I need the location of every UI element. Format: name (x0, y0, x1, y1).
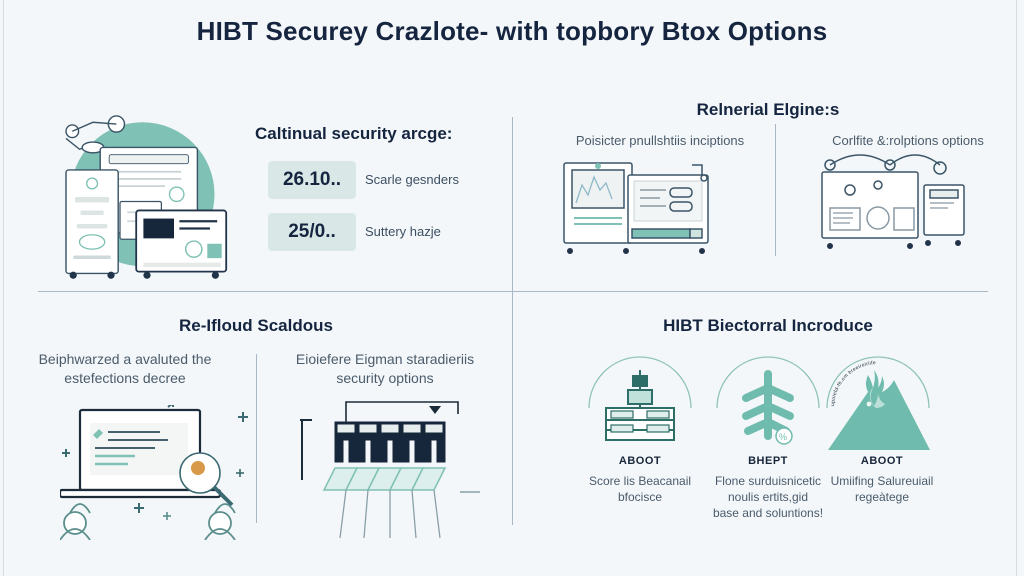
svg-text:%: % (779, 432, 787, 442)
